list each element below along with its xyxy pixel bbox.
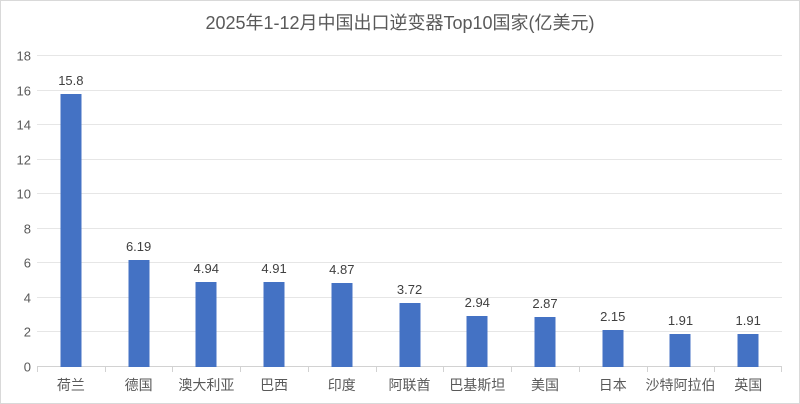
plot-area: 15.8 荷兰 6.19 德国 4.94 澳大利亚 4.91 巴西 4.87 印度 3.72 阿联酋 2… bbox=[37, 55, 782, 393]
bar bbox=[466, 316, 488, 367]
gridline bbox=[37, 55, 782, 56]
bar-group: 1.91 英国 bbox=[714, 56, 782, 393]
x-axis-tick bbox=[646, 367, 648, 372]
bar-value-label: 4.87 bbox=[329, 261, 355, 277]
y-axis-label: 0 bbox=[23, 359, 31, 375]
y-axis-label: 10 bbox=[16, 186, 31, 202]
category-label: 印度 bbox=[327, 377, 356, 393]
gridline bbox=[37, 227, 782, 229]
gridline bbox=[37, 296, 782, 298]
gridline bbox=[37, 193, 782, 195]
bar-group: 1.91 沙特阿拉伯 bbox=[645, 56, 715, 393]
y-axis-label: 8 bbox=[23, 221, 31, 237]
x-axis-tick bbox=[172, 367, 174, 372]
x-axis-tick bbox=[781, 367, 782, 372]
bar bbox=[331, 282, 353, 367]
gridline bbox=[37, 262, 782, 264]
bar-group: 2.94 巴基斯坦 bbox=[443, 56, 511, 393]
x-axis-tick bbox=[375, 367, 377, 372]
category-label: 巴西 bbox=[260, 377, 289, 393]
bar bbox=[195, 281, 217, 367]
y-axis: 0 2 4 6 8 10 12 14 16 18 bbox=[1, 49, 31, 375]
category-label: 阿联酋 bbox=[388, 377, 431, 393]
x-axis-tick bbox=[104, 367, 106, 372]
gridline bbox=[37, 89, 782, 91]
bar-value-label: 2.87 bbox=[532, 296, 558, 312]
y-axis-label: 6 bbox=[23, 255, 31, 271]
bar-group: 2.87 美国 bbox=[511, 56, 579, 393]
x-axis-tick bbox=[240, 367, 242, 372]
bar-series: 15.8 荷兰 6.19 德国 4.94 澳大利亚 4.91 巴西 4.87 印度 3.72 阿联酋 2… bbox=[37, 56, 782, 393]
bar bbox=[60, 94, 82, 367]
bar bbox=[263, 282, 285, 367]
bar-value-label: 1.91 bbox=[667, 313, 694, 328]
bar-group: 2.15 日本 bbox=[579, 56, 647, 393]
x-axis-tick bbox=[37, 367, 38, 372]
bar bbox=[128, 260, 150, 367]
chart-title: 2025年1-12月中国出口逆变器Top10国家(亿美元) bbox=[205, 13, 595, 33]
bar-group: 15.8 荷兰 bbox=[37, 56, 105, 393]
category-label: 德国 bbox=[124, 377, 153, 393]
y-axis-label: 4 bbox=[23, 290, 31, 306]
bar bbox=[399, 302, 421, 367]
category-label: 荷兰 bbox=[56, 377, 85, 393]
category-label: 日本 bbox=[598, 377, 627, 393]
bar-value-label: 15.8 bbox=[58, 73, 84, 89]
bar bbox=[737, 334, 759, 367]
bar-value-label: 1.91 bbox=[735, 313, 761, 328]
x-axis-tick bbox=[714, 367, 716, 372]
bar-value-label: 4.91 bbox=[261, 261, 287, 277]
bar-group: 4.91 巴西 bbox=[240, 56, 308, 393]
category-label: 澳大利亚 bbox=[178, 377, 235, 393]
y-axis-label: 2 bbox=[23, 324, 31, 340]
bar-group: 4.94 澳大利亚 bbox=[172, 56, 240, 393]
y-axis-label: 16 bbox=[16, 83, 31, 99]
bar-value-label: 2.94 bbox=[464, 295, 490, 311]
y-axis-label: 18 bbox=[16, 48, 31, 64]
bar-value-label: 6.19 bbox=[125, 239, 152, 255]
category-label: 巴基斯坦 bbox=[449, 377, 506, 393]
bar-value-label: 3.72 bbox=[396, 281, 423, 297]
bar bbox=[602, 329, 624, 367]
x-axis-tick bbox=[307, 367, 309, 372]
category-label: 英国 bbox=[734, 377, 763, 393]
y-axis-label: 12 bbox=[16, 152, 31, 168]
x-axis-tick bbox=[443, 367, 445, 372]
gridline bbox=[37, 158, 782, 160]
bar-value-label: 2.15 bbox=[600, 308, 626, 324]
bar-group: 3.72 阿联酋 bbox=[376, 56, 444, 393]
y-axis-label: 14 bbox=[16, 117, 31, 133]
x-axis-tick bbox=[511, 367, 513, 372]
bar bbox=[534, 317, 556, 367]
category-label: 沙特阿拉伯 bbox=[645, 377, 716, 393]
bar bbox=[669, 334, 691, 367]
bar-value-label: 4.94 bbox=[193, 260, 219, 276]
bar-group: 6.19 德国 bbox=[105, 56, 173, 393]
x-axis-tick bbox=[578, 367, 580, 372]
category-label: 美国 bbox=[531, 377, 559, 393]
gridline bbox=[37, 124, 782, 126]
bar-group: 4.87 印度 bbox=[308, 56, 376, 393]
